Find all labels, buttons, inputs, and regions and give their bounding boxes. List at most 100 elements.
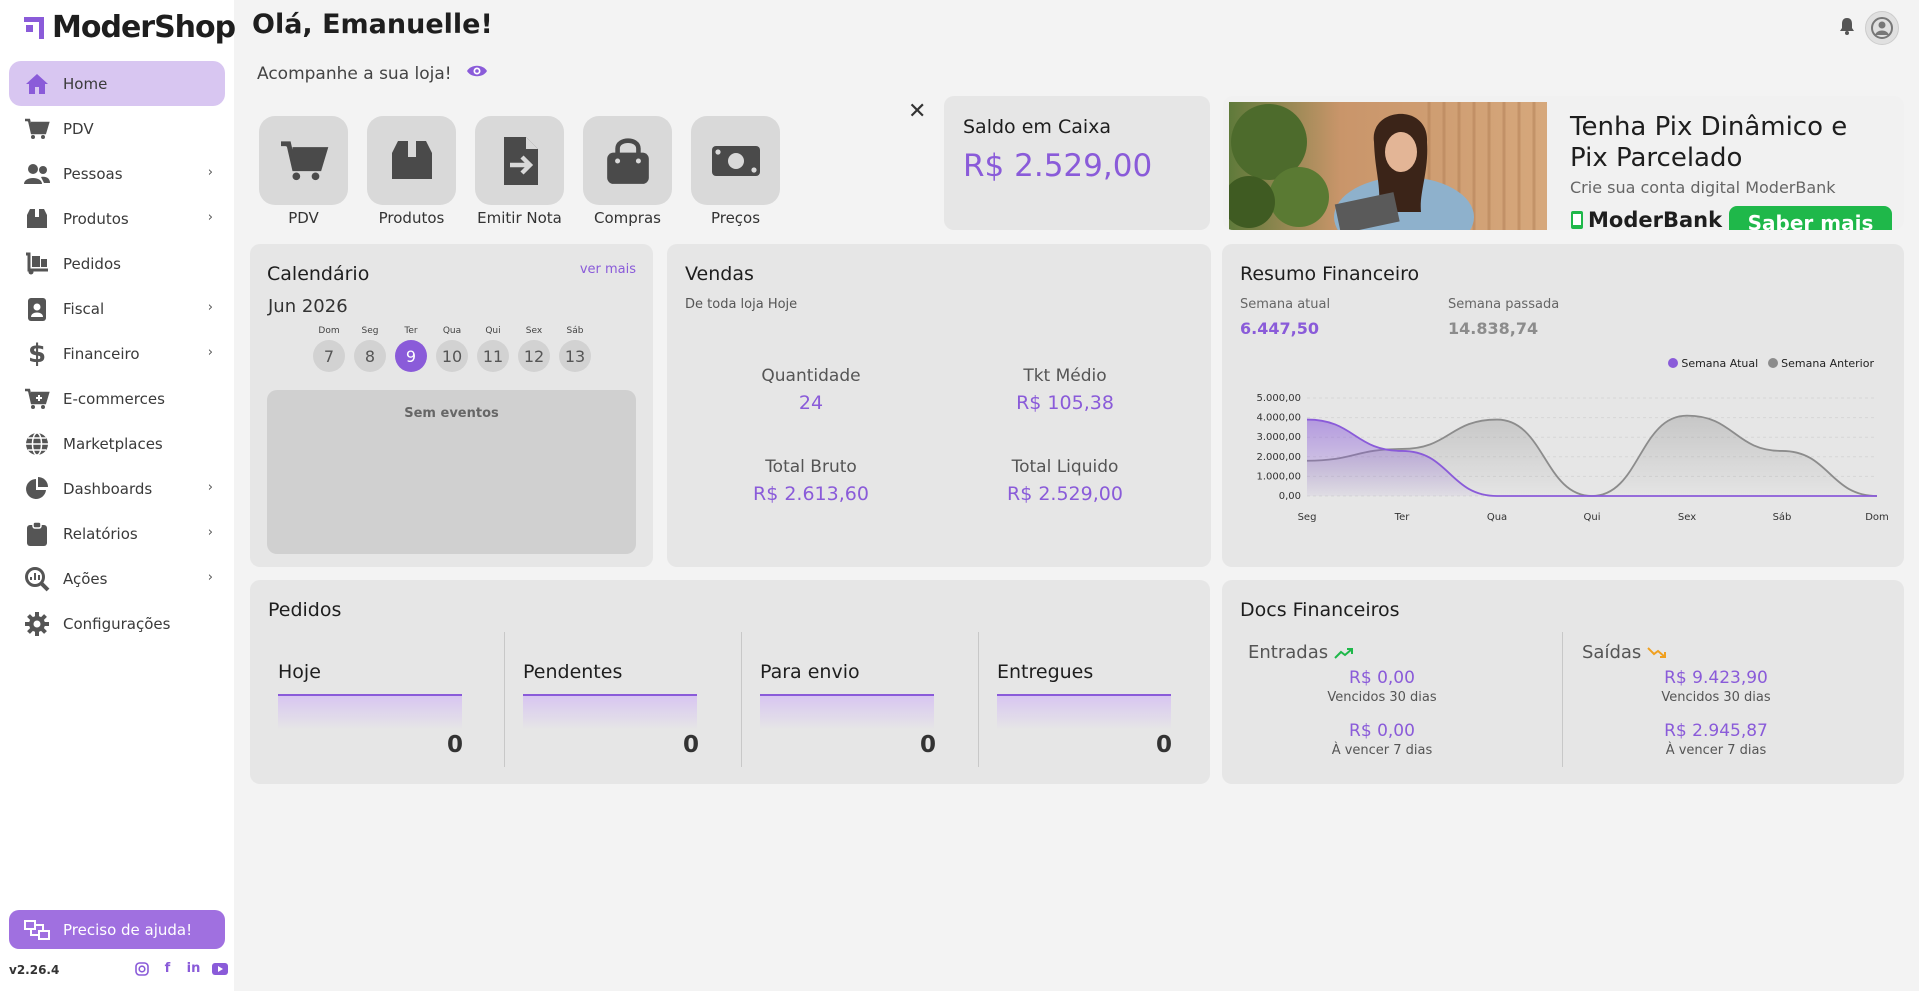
pedidos-col-pendentes[interactable]: Pendentes 0 <box>504 632 741 767</box>
globe-icon <box>23 430 51 458</box>
bell-icon[interactable] <box>1839 17 1855 39</box>
logo[interactable]: ModerShop <box>22 10 236 45</box>
ver-mais-link[interactable]: ver mais <box>579 262 636 277</box>
quick-action-compras[interactable]: Compras <box>583 116 672 227</box>
sidebar-item-label: Pessoas <box>63 164 123 183</box>
sidebar-item-acoes[interactable]: Ações › <box>9 556 225 601</box>
y-tick-label: 1.000,00 <box>1256 471 1301 482</box>
sidebar-item-pedidos[interactable]: Pedidos <box>9 241 225 286</box>
legend-item[interactable]: Semana Atual <box>1668 357 1758 370</box>
sidebar-item-produtos[interactable]: Produtos › <box>9 196 225 241</box>
chevron-right-icon: › <box>207 210 213 225</box>
x-tick-label: Seg <box>1298 512 1317 523</box>
calendar-day[interactable]: Qua 10 <box>435 326 469 372</box>
linkedin-icon[interactable]: in <box>186 961 201 976</box>
quick-action-produtos[interactable]: Produtos <box>367 116 456 227</box>
avatar[interactable] <box>1865 11 1899 45</box>
calendar-dow: Qua <box>442 326 462 336</box>
calendar-day[interactable]: Sex 12 <box>517 326 551 372</box>
help-icon <box>24 919 50 940</box>
docs-label: À vencer 7 dias <box>1331 743 1433 758</box>
youtube-icon[interactable] <box>211 960 228 977</box>
sidebar-item-home[interactable]: Home <box>9 61 225 106</box>
quick-action-pdv[interactable]: PDV <box>259 116 348 227</box>
docs-value: R$ 2.945,87 <box>1664 721 1768 741</box>
search-chart-icon <box>23 565 51 593</box>
pedidos-col-entregues[interactable]: Entregues 0 <box>978 632 1210 767</box>
series-area-atual <box>1307 419 1877 496</box>
help-button[interactable]: Preciso de ajuda! <box>9 910 225 949</box>
logo-text: ModerShop <box>52 10 236 45</box>
docs-saidas-a-vencer[interactable]: R$ 2.945,87 À vencer 7 dias <box>1556 721 1876 758</box>
financial-chart: 0,00 1.000,00 2.000,00 3.000,00 4.000,00 5.00… <box>1256 393 1889 523</box>
pedidos-col-hoje[interactable]: Hoje 0 <box>250 632 504 767</box>
calendar-date[interactable]: 7 <box>313 340 345 372</box>
docs-saidas-vencidos[interactable]: R$ 9.423,90 Vencidos 30 dias <box>1556 668 1876 705</box>
calendar-day[interactable]: Ter 9 <box>394 326 428 372</box>
sidebar-item-ecommerces[interactable]: E-commerces <box>9 376 225 421</box>
metric-label: Quantidade <box>761 366 861 386</box>
sidebar-item-label: Ações <box>63 569 108 588</box>
social-links: f in <box>133 960 228 977</box>
sidebar-item-dashboards[interactable]: Dashboards › <box>9 466 225 511</box>
page-subtitle: Acompanhe a sua loja! <box>257 63 452 84</box>
sidebar-item-label: Fiscal <box>63 299 105 318</box>
trend-up-icon <box>1334 647 1354 659</box>
promo-banner[interactable]: Tenha Pix Dinâmico e Pix Parcelado Crie … <box>1223 96 1904 230</box>
clipboard-icon <box>23 520 51 548</box>
calendar-day[interactable]: Qui 11 <box>476 326 510 372</box>
close-icon[interactable]: ✕ <box>908 99 927 124</box>
banner-subtitle: Crie sua conta digital ModerBank <box>1570 178 1836 197</box>
sidebar-item-marketplaces[interactable]: Marketplaces <box>9 421 225 466</box>
pedidos-col-para-envio[interactable]: Para envio 0 <box>741 632 978 767</box>
calendar-date[interactable]: 12 <box>518 340 550 372</box>
calendar-date-selected[interactable]: 9 <box>395 340 427 372</box>
facebook-icon[interactable]: f <box>164 961 171 976</box>
pedidos-card: Pedidos Hoje 0 Pendentes 0 Para envio 0 … <box>250 580 1210 784</box>
pedidos-col-bar <box>997 694 1171 730</box>
calendar-day[interactable]: Seg 8 <box>353 326 387 372</box>
y-tick-label: 5.000,00 <box>1256 393 1301 404</box>
series-line-atual <box>1306 418 1877 497</box>
calendar-date[interactable]: 11 <box>477 340 509 372</box>
sidebar-item-configuracoes[interactable]: Configurações <box>9 601 225 646</box>
calendar-week: Dom 7 Seg 8 Ter 9 Qua 10 Qui 11 Sex 12 Sáb 13 <box>312 326 592 372</box>
sidebar-item-label: Marketplaces <box>63 434 163 453</box>
legend-label: Semana Atual <box>1681 357 1759 370</box>
sidebar-item-label: Financeiro <box>63 344 140 363</box>
vendas-total-bruto: Total Bruto R$ 2.613,60 <box>711 457 911 505</box>
quick-action-label: Preços <box>710 209 761 227</box>
calendar-day[interactable]: Dom 7 <box>312 326 346 372</box>
saidas-label: Saídas <box>1582 642 1642 663</box>
box-icon <box>23 205 51 233</box>
sidebar-item-label: Relatórios <box>63 524 138 543</box>
sidebar-item-pdv[interactable]: PDV <box>9 106 225 151</box>
calendar-date[interactable]: 8 <box>354 340 386 372</box>
chevron-right-icon: › <box>207 300 213 315</box>
y-tick-label: 2.000,00 <box>1256 452 1301 463</box>
sidebar-item-fiscal[interactable]: Fiscal › <box>9 286 225 331</box>
sidebar-item-financeiro[interactable]: $ Financeiro › <box>9 331 225 376</box>
docs-entradas-vencidos[interactable]: R$ 0,00 Vencidos 30 dias <box>1222 668 1542 705</box>
eye-icon[interactable] <box>466 63 488 84</box>
docs-entradas-a-vencer[interactable]: R$ 0,00 À vencer 7 dias <box>1222 721 1542 758</box>
calendar-dow: Sáb <box>566 326 584 336</box>
saber-mais-button[interactable]: Saber mais <box>1729 206 1892 230</box>
legend-item[interactable]: Semana Anterior <box>1768 357 1874 370</box>
cart-icon <box>23 115 51 143</box>
quick-action-precos[interactable]: Preços <box>691 116 780 227</box>
legend-dot-anterior <box>1768 358 1779 368</box>
calendar-day[interactable]: Sáb 13 <box>558 326 592 372</box>
pedidos-col-label: Para envio <box>760 661 860 683</box>
pedidos-col-label: Pendentes <box>523 661 623 683</box>
docs-entradas-header: Entradas <box>1248 642 1354 663</box>
instagram-icon[interactable] <box>133 960 150 977</box>
calendar-date[interactable]: 10 <box>436 340 468 372</box>
calendar-date[interactable]: 13 <box>559 340 591 372</box>
sidebar-item-pessoas[interactable]: Pessoas › <box>9 151 225 196</box>
cart-plus-icon <box>23 385 51 413</box>
sidebar-item-relatorios[interactable]: Relatórios › <box>9 511 225 556</box>
x-tick-label: Dom <box>1865 512 1889 523</box>
y-tick-label: 0,00 <box>1279 491 1301 502</box>
quick-action-emitir-nota[interactable]: Emitir Nota <box>475 116 564 227</box>
